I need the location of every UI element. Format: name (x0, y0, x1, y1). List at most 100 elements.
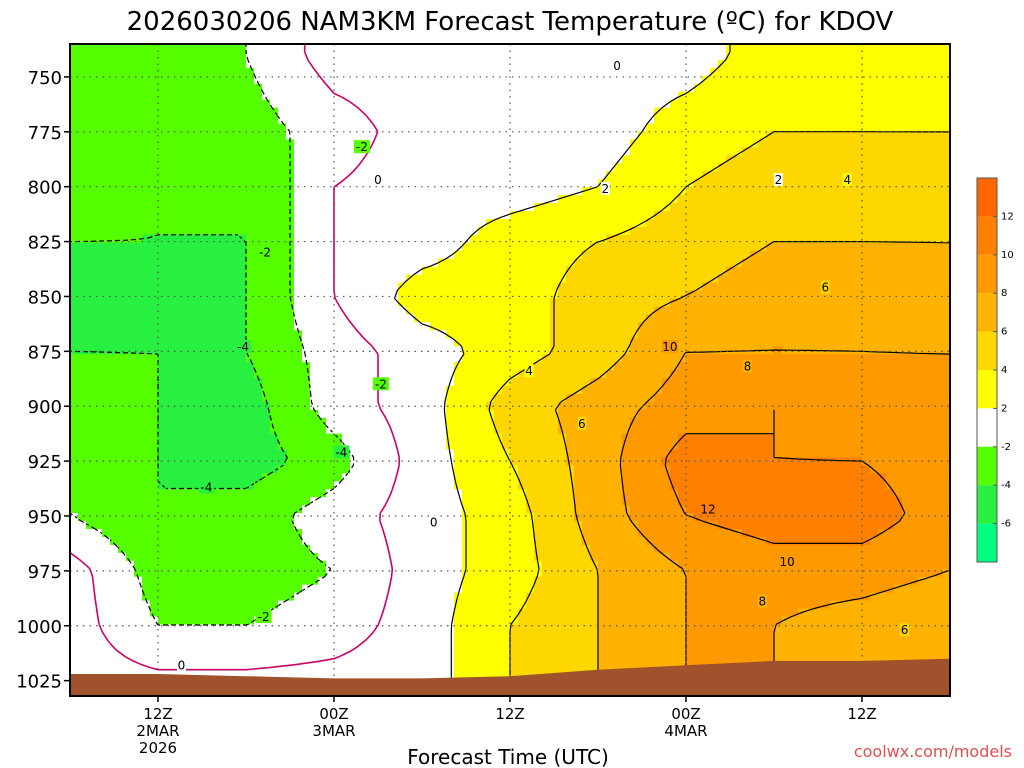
field-cell (230, 155, 239, 164)
field-cell (270, 123, 279, 133)
field-cell (646, 274, 655, 284)
field-cell (206, 322, 215, 331)
field-cell (846, 242, 855, 252)
field-cell (222, 290, 231, 300)
field-cell (486, 330, 495, 339)
field-cell (78, 99, 87, 109)
field-cell (134, 195, 143, 204)
field-cell (542, 393, 551, 403)
field-cell (870, 187, 879, 196)
field-cell (102, 274, 111, 284)
field-cell (550, 346, 559, 355)
field-cell (326, 258, 335, 268)
field-cell (494, 282, 503, 292)
field-cell (854, 393, 863, 403)
field-cell (126, 195, 135, 204)
field-cell (142, 377, 151, 387)
field-cell (486, 107, 495, 117)
field-cell (198, 274, 207, 284)
field-cell (822, 226, 831, 236)
field-cell (422, 274, 431, 284)
field-cell (726, 59, 735, 69)
field-cell (830, 290, 839, 300)
field-cell (438, 171, 447, 180)
field-cell (158, 242, 167, 252)
field-cell (118, 163, 127, 172)
field-cell (558, 377, 567, 387)
field-cell (686, 234, 695, 244)
field-cell (246, 171, 255, 180)
field-cell (902, 131, 911, 141)
field-cell (406, 99, 415, 109)
field-cell (198, 290, 207, 300)
field-cell (606, 155, 615, 164)
field-cell (78, 298, 87, 307)
field-cell (214, 306, 223, 315)
field-cell (326, 338, 335, 347)
field-cell (862, 91, 871, 101)
field-cell (534, 362, 543, 371)
field-cell (774, 258, 783, 268)
field-cell (342, 139, 351, 148)
field-cell (118, 210, 127, 220)
field-cell (934, 123, 943, 133)
field-cell (166, 91, 175, 101)
field-cell (382, 346, 391, 355)
field-cell (542, 187, 551, 196)
field-cell (902, 385, 911, 395)
field-cell (342, 203, 351, 212)
field-cell (142, 322, 151, 331)
field-cell (438, 147, 447, 156)
field-cell (670, 99, 679, 109)
field-cell (870, 163, 879, 172)
field-cell (286, 401, 295, 411)
field-cell (214, 171, 223, 180)
field-cell (702, 131, 711, 141)
field-cell (278, 107, 287, 117)
field-cell (366, 393, 375, 403)
field-cell (110, 314, 119, 323)
field-cell (542, 99, 551, 109)
field-cell (822, 242, 831, 252)
field-cell (310, 210, 319, 220)
field-cell (854, 274, 863, 284)
field-cell (198, 322, 207, 331)
field-cell (310, 155, 319, 164)
field-cell (846, 210, 855, 220)
field-cell (750, 163, 759, 172)
field-cell (174, 75, 183, 85)
field-cell (254, 115, 263, 125)
field-cell (270, 290, 279, 300)
field-cell (342, 370, 351, 379)
field-cell (934, 314, 943, 323)
field-cell (886, 44, 895, 53)
field-cell (342, 234, 351, 244)
field-cell (542, 131, 551, 141)
field-cell (910, 44, 919, 53)
field-cell (70, 282, 79, 292)
field-cell (438, 123, 447, 133)
field-cell (862, 242, 871, 252)
field-cell (638, 393, 647, 403)
field-cell (470, 67, 479, 77)
field-cell (782, 274, 791, 284)
field-cell (758, 234, 767, 244)
field-cell (814, 195, 823, 204)
field-cell (742, 107, 751, 117)
field-cell (846, 234, 855, 244)
field-cell (406, 274, 415, 284)
field-cell (510, 290, 519, 300)
field-cell (782, 187, 791, 196)
field-cell (598, 322, 607, 331)
field-cell (150, 330, 159, 339)
field-cell (406, 370, 415, 379)
field-cell (302, 44, 311, 53)
field-cell (262, 338, 271, 347)
field-cell (94, 203, 103, 212)
field-cell (222, 306, 231, 315)
field-cell (694, 346, 703, 355)
field-cell (678, 91, 687, 101)
field-cell (870, 282, 879, 292)
field-cell (414, 139, 423, 148)
field-cell (110, 51, 119, 61)
